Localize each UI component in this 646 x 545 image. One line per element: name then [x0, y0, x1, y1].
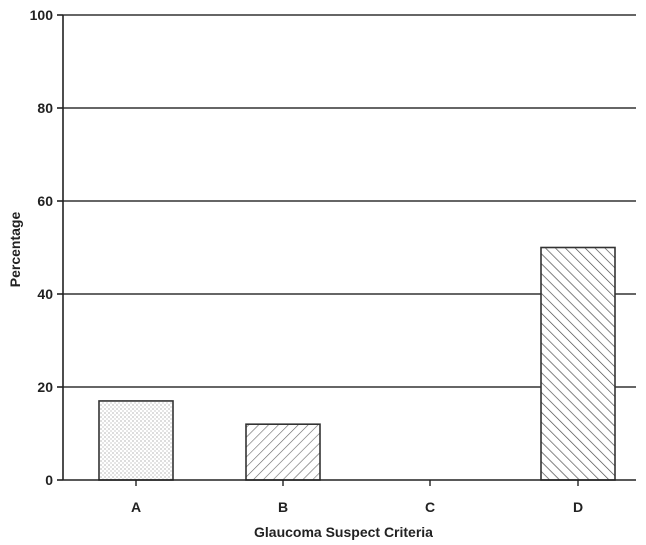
- x-tick-label: B: [278, 499, 288, 515]
- y-tick-label: 80: [37, 100, 53, 116]
- bars: [99, 248, 615, 481]
- x-tick-label: A: [131, 499, 141, 515]
- x-axis-title: Glaucoma Suspect Criteria: [254, 524, 433, 540]
- bar-B: [246, 424, 320, 480]
- y-tick-label: 40: [37, 286, 53, 302]
- y-tick-label: 60: [37, 193, 53, 209]
- y-tick-label: 100: [30, 7, 54, 23]
- y-tick-label: 20: [37, 379, 53, 395]
- x-tick-label: D: [573, 499, 583, 515]
- bar-A: [99, 401, 173, 480]
- y-tick-label: 0: [45, 472, 53, 488]
- x-tick-label: C: [425, 499, 435, 515]
- bar-D: [541, 248, 615, 481]
- y-axis-title: Percentage: [7, 212, 23, 288]
